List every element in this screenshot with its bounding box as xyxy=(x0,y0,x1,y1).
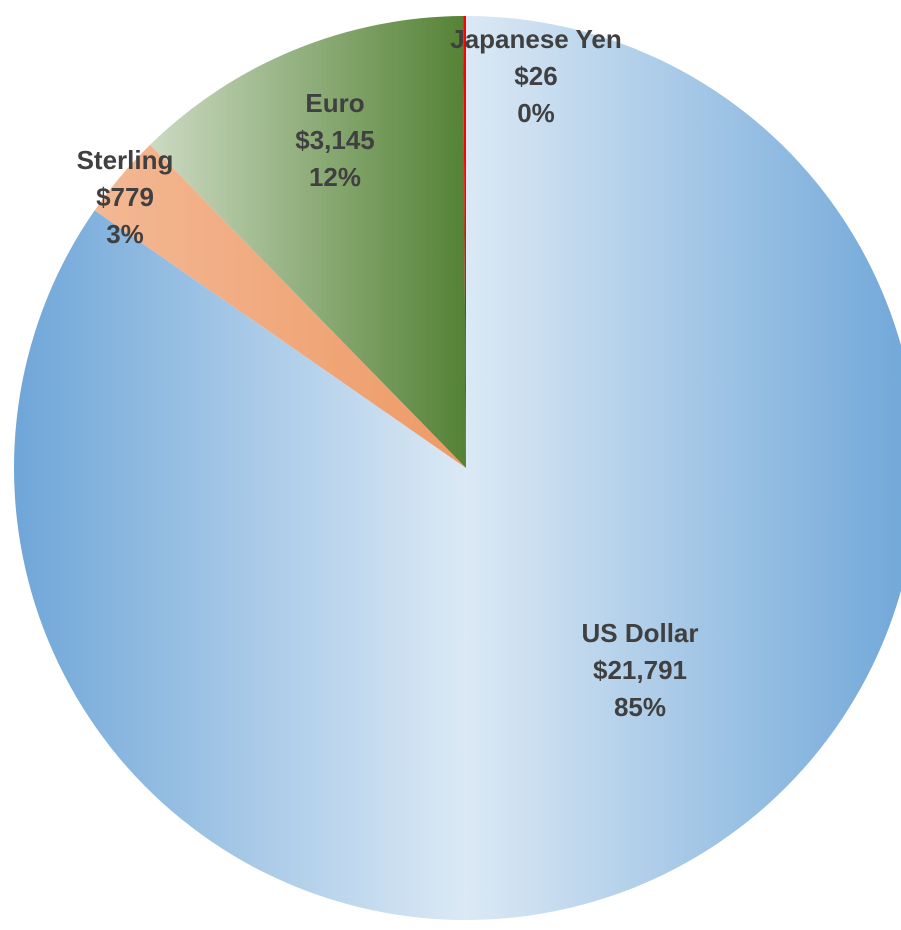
value-label: $21,791 xyxy=(593,655,687,685)
pie-slice xyxy=(150,16,466,469)
slice-label: Euro xyxy=(305,88,364,118)
percent-label: 0% xyxy=(517,98,555,128)
slice-label: Sterling xyxy=(77,145,174,175)
value-label: $3,145 xyxy=(295,125,375,155)
pie-slice xyxy=(14,16,901,920)
percent-label: 85% xyxy=(614,692,666,722)
pie-slice xyxy=(463,16,466,468)
percent-label: 12% xyxy=(309,162,361,192)
value-label: $26 xyxy=(514,61,557,91)
percent-label: 3% xyxy=(106,219,144,249)
pie-slice xyxy=(94,144,467,468)
slice-label: US Dollar xyxy=(581,618,698,648)
slice-label: Japanese Yen xyxy=(450,24,622,54)
value-label: $779 xyxy=(96,182,154,212)
